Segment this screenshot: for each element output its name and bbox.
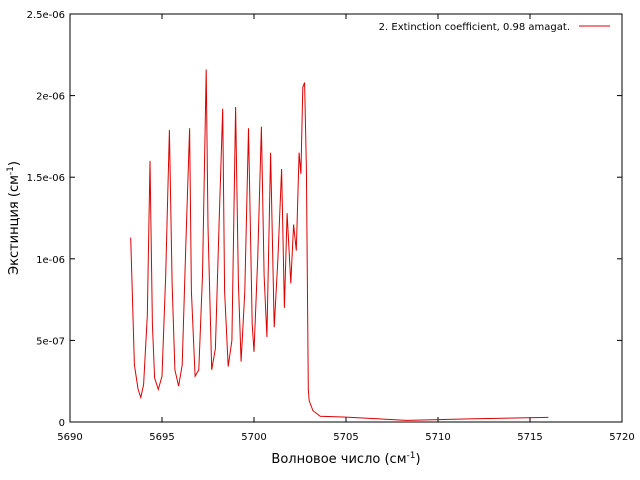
legend: 2. Extinction coefficient, 0.98 amagat.	[379, 22, 610, 33]
extinction-series-line	[130, 69, 549, 421]
x-tick-label: 5690	[57, 432, 82, 443]
y-axis-title: Экстинция (см-1)	[6, 161, 22, 275]
x-axis-title: Волновое число (см-1)	[271, 451, 420, 467]
plot-frame	[69, 13, 623, 423]
y-tick-label: 1.5e-06	[27, 173, 65, 184]
y-axis-ticks: 0 5e-07 1e-06 1.5e-06 2e-06 2.5e-06	[27, 10, 622, 429]
y-tick-label: 0	[59, 418, 65, 429]
y-tick-label: 1e-06	[36, 255, 65, 266]
x-tick-label: 5715	[517, 432, 542, 443]
y-tick-label: 2e-06	[36, 92, 65, 103]
x-tick-label: 5720	[609, 432, 634, 443]
y-tick-label: 2.5e-06	[27, 10, 65, 21]
x-tick-label: 5700	[241, 432, 266, 443]
x-tick-label: 5705	[333, 432, 358, 443]
x-tick-label: 5695	[149, 432, 174, 443]
y-tick-label: 5e-07	[36, 336, 65, 347]
legend-label: 2. Extinction coefficient, 0.98 amagat.	[379, 22, 570, 33]
x-tick-label: 5710	[425, 432, 450, 443]
